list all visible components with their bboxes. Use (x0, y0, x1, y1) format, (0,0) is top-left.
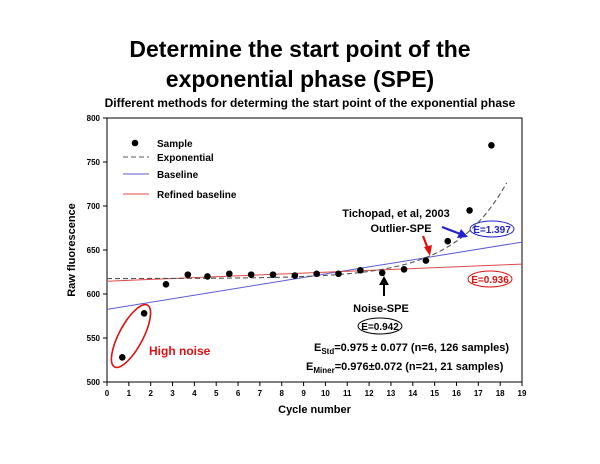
sample-point (118, 354, 126, 361)
x-tick-label: 19 (518, 389, 527, 398)
x-tick-label: 12 (365, 389, 374, 398)
y-tick-label: 750 (87, 158, 101, 167)
outlier-spe-label: Outlier-SPE (370, 223, 431, 235)
x-tick-label: 1 (127, 389, 132, 398)
e-std-label: EStd=0.975 ± 0.077 (n=6, 126 samples) (314, 342, 509, 356)
x-tick-label: 0 (105, 389, 110, 398)
y-tick-label: 500 (87, 378, 101, 387)
tichopad-label: Tichopad, et al, 2003 (342, 208, 449, 220)
x-tick-label: 15 (430, 389, 439, 398)
x-tick-label: 18 (496, 389, 505, 398)
noise-spe-label: Noise-SPE (353, 303, 409, 315)
legend-exponential-label: Exponential (157, 153, 214, 164)
x-tick-label: 11 (343, 389, 352, 398)
high-noise-label: High noise (149, 344, 211, 358)
x-axis-label: Cycle number (278, 404, 351, 416)
sample-point (400, 266, 408, 273)
x-tick-label: 9 (301, 389, 306, 398)
noise-spe-arrow-head (379, 276, 389, 285)
exponential-curve (107, 182, 508, 280)
y-tick-label: 800 (87, 114, 101, 123)
sample-point (184, 271, 192, 278)
x-tick-label: 4 (192, 389, 197, 398)
y-axis-label: Raw fluorescence (66, 203, 78, 297)
legend-sample-marker (131, 139, 139, 147)
sample-point (488, 141, 495, 149)
e-red-ellipse (467, 270, 513, 288)
sample-point (140, 310, 148, 317)
sample-point (444, 237, 452, 245)
legend-sample-label: Sample (157, 139, 193, 150)
sample-point (313, 270, 320, 278)
e-miner-prefix: E (306, 361, 313, 373)
slide-title-line-2: exponential phase (SPE) (165, 66, 435, 92)
x-tick-label: 14 (408, 389, 417, 398)
legend-baseline-label: Baseline (157, 170, 199, 181)
sample-point (335, 270, 342, 278)
sample-point (226, 270, 233, 278)
x-tick-label: 2 (148, 389, 153, 398)
e-blue-ellipse (469, 220, 515, 238)
red-arrow-head (424, 245, 432, 256)
slide-title: Determine the start point of the exponen… (0, 34, 600, 94)
e-black-label: E=0.942 (361, 322, 399, 333)
sample-point (162, 281, 170, 288)
x-tick-label: 8 (280, 389, 285, 398)
slide-title-line-1: Determine the start point of the (129, 36, 471, 62)
y-tick-label: 550 (87, 334, 101, 343)
y-tick-label: 700 (87, 202, 101, 211)
x-tick-label: 17 (474, 389, 483, 398)
sample-point (357, 266, 364, 274)
y-tick-label: 600 (87, 290, 101, 299)
sample-point (378, 269, 386, 277)
x-tick-label: 13 (386, 389, 395, 398)
sample-point (269, 271, 277, 278)
high-noise-ellipse (110, 303, 152, 369)
e-std-text: =0.975 ± 0.077 (n=6, 126 samples) (334, 342, 509, 354)
x-tick-label: 6 (236, 389, 241, 398)
e-red-label: E=0.936 (471, 275, 509, 286)
x-tick-label: 3 (170, 389, 175, 398)
sample-point (291, 272, 299, 279)
x-tick-label: 10 (321, 389, 330, 398)
x-tick-label: 16 (452, 389, 461, 398)
blue-arrow-head (457, 229, 468, 238)
legend-refined-label: Refined baseline (157, 190, 237, 201)
e-blue-label: E=1.397 (473, 225, 511, 236)
x-tick-label: 5 (214, 389, 219, 398)
e-miner-text: =0.976±0.072 (n=21, 21 samples) (335, 361, 504, 373)
sample-point (247, 271, 255, 278)
e-std-subscript: Std (321, 347, 334, 356)
sample-point (422, 257, 430, 264)
e-miner-label: EMiner=0.976±0.072 (n=21, 21 samples) (306, 361, 504, 375)
chart-title: Different methods for determing the star… (104, 96, 516, 110)
e-miner-subscript: Miner (313, 366, 334, 375)
plot-area (107, 141, 522, 361)
sample-point (204, 273, 211, 280)
sample-point (466, 207, 473, 214)
e-std-prefix: E (314, 342, 321, 354)
y-tick-label: 650 (87, 246, 101, 255)
x-tick-label: 7 (258, 389, 263, 398)
e-black-ellipse (357, 317, 403, 335)
